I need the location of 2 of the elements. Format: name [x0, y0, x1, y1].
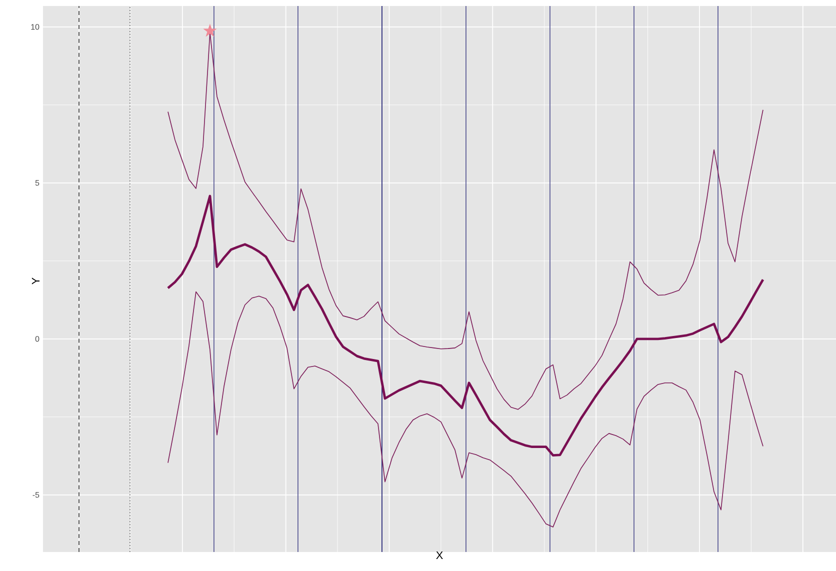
y-axis-title: Y [32, 278, 40, 284]
x-axis-title: X [436, 552, 443, 560]
